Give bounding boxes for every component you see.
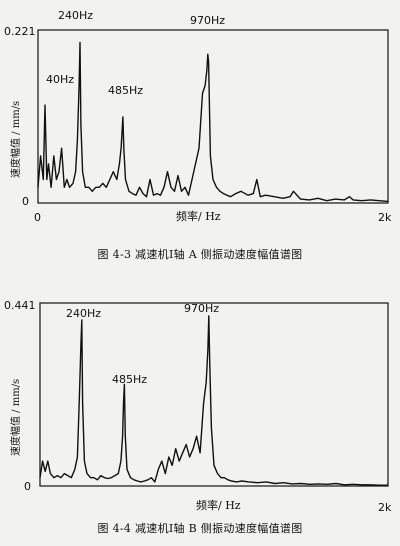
figure-caption: 图 4-3 减速机I轴 A 侧振动速度幅值谱图 [97,248,303,261]
chart-4-3-svg [37,29,389,204]
y-zero-label: 0 [22,195,29,208]
plot-frame [37,29,389,204]
y-axis-title: 速度幅值 / mm/s [11,100,22,178]
annotation-240hz: 240Hz [58,9,94,22]
y-axis-title: 速度幅值 / mm/s [11,378,22,456]
x-max-label: 2k [378,211,392,224]
spectrum-line-0 [39,315,388,486]
figure-4-3: 0.221 0 0 2k 频率/ Hz 速度幅值 / mm/s 240Hz 40… [0,0,400,272]
x-axis-title: 频率/ Hz [196,499,241,512]
figure-caption: 图 4-4 减速机I轴 B 侧振动速度幅值谱图 [97,522,303,535]
figure-4-4: 0.441 0 2k 频率/ Hz 速度幅值 / mm/s 240Hz 485H… [0,288,400,546]
spectrum-line-0 [37,41,389,203]
annotation-40hz: 40Hz [46,73,75,86]
chart-4-4-svg [39,302,389,487]
annotation-240hz: 240Hz [66,307,102,320]
x-axis-title: 频率/ Hz [176,210,221,223]
x-min-label: 0 [34,211,41,224]
annotation-970hz: 970Hz [190,14,226,27]
annotation-970hz: 970Hz [184,302,220,315]
annotation-485hz: 485Hz [108,84,144,97]
annotation-485hz: 485Hz [112,373,148,386]
y-max-label: 0.441 [4,299,36,312]
plot-frame [39,302,389,487]
x-max-label: 2k [378,501,392,514]
y-zero-label: 0 [24,480,31,493]
y-max-label: 0.221 [4,25,36,38]
